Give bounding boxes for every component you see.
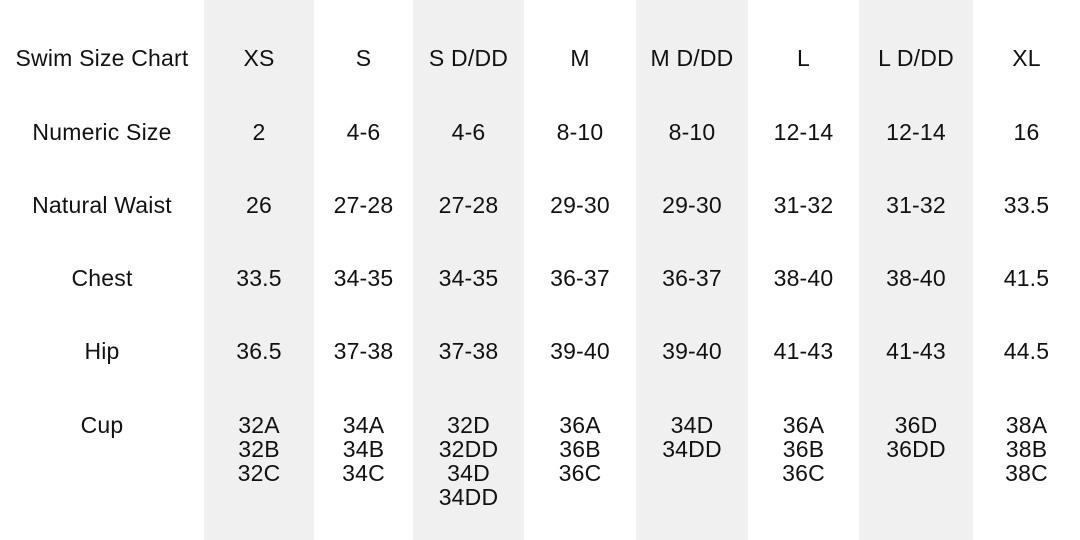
cell: 29-30 — [662, 191, 722, 218]
cell: 32D 32DD 34D 34DD — [438, 412, 499, 510]
cell: 36A 36B 36C — [558, 412, 602, 486]
cell: 41.5 — [1003, 264, 1050, 291]
cell: 2 — [252, 118, 266, 145]
cell: 37-38 — [333, 337, 394, 364]
cell: 4-6 — [346, 118, 381, 145]
cell: 27-28 — [438, 191, 499, 218]
cell: 4-6 — [451, 118, 486, 145]
table-row-hip: Hip 36.5 37-38 37-38 39-40 39-40 41-43 4… — [0, 314, 1080, 387]
column-header-s-ddd: S D/DD — [428, 44, 509, 71]
table-row-numeric-size: Numeric Size 2 4-6 4-6 8-10 8-10 12-14 1… — [0, 95, 1080, 168]
header-row: Swim Size Chart XS S S D/DD M M D/DD L L… — [0, 0, 1080, 95]
table-row-chest: Chest 33.5 34-35 34-35 36-37 36-37 38-40… — [0, 241, 1080, 314]
cell: 12-14 — [886, 118, 946, 145]
table-row-natural-waist: Natural Waist 26 27-28 27-28 29-30 29-30… — [0, 168, 1080, 241]
cell: 16 — [1013, 118, 1040, 145]
cell: 34-35 — [438, 264, 499, 291]
row-label-chest: Chest — [71, 264, 133, 291]
column-header-xl: XL — [1012, 44, 1041, 71]
cell: 41-43 — [886, 337, 946, 364]
cell: 29-30 — [550, 191, 610, 218]
row-label-cup: Cup — [80, 412, 124, 438]
column-stripe-s-ddd — [413, 0, 524, 540]
cell: 31-32 — [773, 191, 834, 218]
cell: 8-10 — [556, 118, 604, 145]
cell: 36-37 — [662, 264, 722, 291]
column-stripe-l-ddd — [859, 0, 973, 540]
cell: 38A 38B 38C — [1005, 412, 1048, 486]
column-stripe-m-ddd — [636, 0, 748, 540]
table-row-cup: Cup 32A 32B 32C 34A 34B 34C 32D 32DD 34D… — [0, 387, 1080, 540]
cell: 38-40 — [773, 264, 834, 291]
cell: 33.5 — [1003, 191, 1050, 218]
cell: 34D 34DD — [662, 412, 722, 462]
cell: 36-37 — [550, 264, 610, 291]
column-header-s: S — [355, 44, 372, 71]
cell: 39-40 — [662, 337, 722, 364]
column-header-m: M — [570, 44, 590, 71]
row-label-natural-waist: Natural Waist — [32, 191, 172, 218]
cell: 26 — [246, 191, 272, 218]
cell: 37-38 — [438, 337, 499, 364]
cell: 34A 34B 34C — [342, 412, 385, 486]
cell: 36D 36DD — [886, 412, 946, 462]
column-stripe-xs — [204, 0, 314, 540]
row-label-numeric-size: Numeric Size — [32, 118, 172, 145]
cell: 36.5 — [236, 337, 282, 364]
cell: 38-40 — [886, 264, 946, 291]
cell: 33.5 — [236, 264, 282, 291]
cell: 34-35 — [333, 264, 394, 291]
chart-title: Swim Size Chart — [15, 44, 189, 71]
column-header-l: L — [797, 44, 810, 71]
cell: 31-32 — [886, 191, 946, 218]
row-label-hip: Hip — [84, 337, 120, 364]
cell: 8-10 — [668, 118, 716, 145]
column-header-m-ddd: M D/DD — [650, 44, 734, 71]
column-header-xs: XS — [243, 44, 275, 71]
cell: 36A 36B 36C — [782, 412, 825, 486]
cell: 12-14 — [773, 118, 834, 145]
cell: 27-28 — [333, 191, 394, 218]
cell: 44.5 — [1003, 337, 1050, 364]
cell: 39-40 — [550, 337, 610, 364]
column-header-l-ddd: L D/DD — [878, 44, 954, 71]
cell: 32A 32B 32C — [237, 412, 281, 486]
cell: 41-43 — [773, 337, 834, 364]
